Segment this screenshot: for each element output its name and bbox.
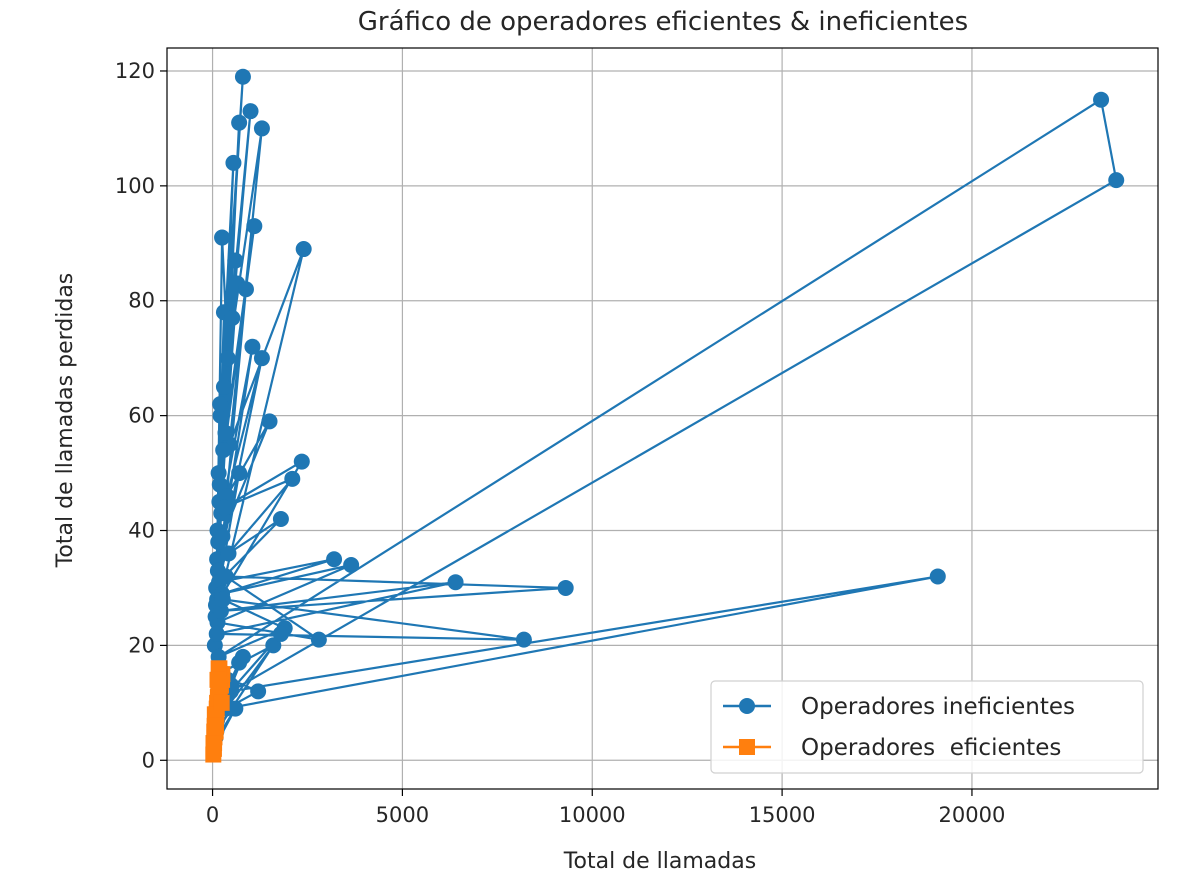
x-tick-label: 0 [206, 803, 219, 827]
data-point-ineficientes [515, 631, 532, 648]
data-point-ineficientes [211, 476, 228, 493]
x-tick-label: 10000 [559, 803, 626, 827]
legend-label-ineficientes: Operadores ineficientes [801, 694, 1075, 720]
y-tick-label: 40 [128, 519, 155, 543]
data-point-ineficientes [237, 281, 254, 298]
legend-label-eficientes: Operadores eficientes [801, 735, 1061, 761]
y-tick-label: 120 [115, 59, 155, 83]
data-point-ineficientes [246, 218, 263, 235]
y-tick-label: 100 [115, 174, 155, 198]
data-point-eficientes [205, 735, 222, 752]
x-axis-title: Total de llamadas [563, 849, 756, 874]
data-point-ineficientes [265, 637, 282, 654]
data-point-ineficientes [272, 625, 289, 642]
data-point-ineficientes [253, 350, 270, 367]
y-axis-ticks: 0 20 40 60 80 100 120 [115, 59, 167, 772]
data-point-ineficientes [220, 545, 237, 562]
data-point-ineficientes [224, 309, 241, 326]
data-point-ineficientes [216, 499, 233, 516]
y-tick-label: 60 [128, 404, 155, 428]
data-point-ineficientes [326, 551, 343, 568]
data-point-ineficientes [284, 470, 301, 487]
data-point-ineficientes [219, 350, 236, 367]
data-point-ineficientes [215, 378, 232, 395]
data-point-ineficientes [214, 229, 231, 246]
data-point-ineficientes [231, 465, 248, 482]
data-point-ineficientes [295, 241, 312, 258]
y-tick-label: 0 [142, 748, 155, 772]
data-point-ineficientes [1093, 91, 1110, 108]
data-point-ineficientes [225, 154, 242, 171]
chart-title: Gráfico de operadores eficientes & inefi… [358, 7, 968, 37]
plot-area-frame [166, 47, 1159, 790]
x-tick-label: 15000 [749, 803, 816, 827]
data-point-ineficientes [272, 511, 289, 528]
series-ineficientes [205, 68, 1125, 757]
data-point-ineficientes [217, 424, 234, 441]
data-point-ineficientes [215, 442, 232, 459]
legend-marker-eficientes [739, 739, 755, 755]
data-point-ineficientes [212, 396, 229, 413]
data-point-eficientes [206, 717, 223, 734]
data-point-ineficientes [231, 114, 248, 131]
data-point-ineficientes [1108, 172, 1125, 189]
data-point-ineficientes [227, 252, 244, 269]
series-layer [205, 68, 1125, 763]
data-point-eficientes [213, 694, 230, 711]
data-point-ineficientes [293, 453, 310, 470]
data-point-ineficientes [261, 413, 278, 430]
data-point-ineficientes [212, 407, 229, 424]
series-eficientes [205, 660, 231, 763]
series-line-ineficientes [212, 75, 1118, 750]
x-tick-label: 5000 [376, 803, 429, 827]
legend: Operadores ineficientes Operadores efici… [710, 680, 1144, 774]
legend-box [710, 680, 1144, 774]
data-point-ineficientes [310, 631, 327, 648]
data-point-eficientes [209, 671, 226, 688]
y-axis-title: Total de llamadas perdidas [53, 273, 78, 569]
data-point-ineficientes [253, 120, 270, 137]
data-point-ineficientes [343, 556, 360, 573]
data-point-ineficientes [242, 103, 259, 120]
grid-lines [167, 48, 1158, 789]
x-tick-label: 20000 [939, 803, 1006, 827]
data-point-ineficientes [214, 591, 231, 608]
data-point-ineficientes [557, 579, 574, 596]
data-point-ineficientes [244, 338, 261, 355]
data-point-ineficientes [227, 700, 244, 717]
y-tick-label: 20 [128, 633, 155, 657]
data-point-ineficientes [250, 683, 267, 700]
data-point-ineficientes [929, 568, 946, 585]
data-point-ineficientes [234, 68, 251, 85]
x-axis-ticks: 0 5000 10000 15000 20000 [206, 789, 1005, 827]
data-point-ineficientes [210, 465, 227, 482]
data-point-ineficientes [447, 574, 464, 591]
legend-marker-ineficientes [739, 698, 755, 714]
y-tick-label: 80 [128, 289, 155, 313]
data-point-ineficientes [217, 568, 234, 585]
data-point-ineficientes [208, 625, 225, 642]
data-point-ineficientes [214, 528, 231, 545]
data-point-ineficientes [231, 654, 248, 671]
